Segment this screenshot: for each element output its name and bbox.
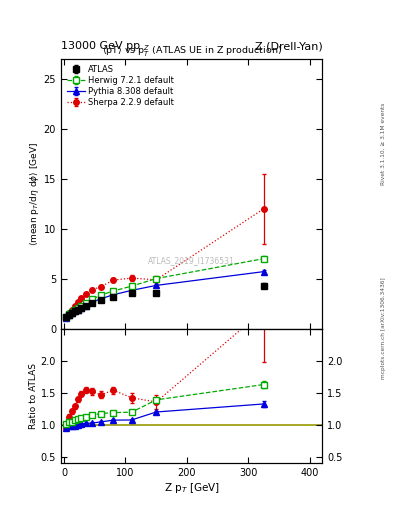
Text: 13000 GeV pp: 13000 GeV pp bbox=[61, 41, 140, 51]
Text: Rivet 3.1.10, ≥ 3.1M events: Rivet 3.1.10, ≥ 3.1M events bbox=[381, 102, 386, 184]
Y-axis label: Ratio to ATLAS: Ratio to ATLAS bbox=[29, 363, 38, 429]
Text: ATLAS_2019_I1736531: ATLAS_2019_I1736531 bbox=[148, 257, 235, 266]
Legend: ATLAS, Herwig 7.2.1 default, Pythia 8.308 default, Sherpa 2.2.9 default: ATLAS, Herwig 7.2.1 default, Pythia 8.30… bbox=[65, 63, 176, 109]
X-axis label: Z p$_T$ [GeV]: Z p$_T$ [GeV] bbox=[163, 481, 220, 495]
Title: $\langle$pT$\rangle$ vs p$_T^Z$ (ATLAS UE in Z production): $\langle$pT$\rangle$ vs p$_T^Z$ (ATLAS U… bbox=[102, 44, 281, 59]
Text: mcplots.cern.ch [arXiv:1306.3436]: mcplots.cern.ch [arXiv:1306.3436] bbox=[381, 277, 386, 378]
Y-axis label: $\langle$mean p$_T$/d$\eta$ d$\phi\rangle$ [GeV]: $\langle$mean p$_T$/d$\eta$ d$\phi\rangl… bbox=[28, 142, 41, 246]
Text: Z (Drell-Yan): Z (Drell-Yan) bbox=[255, 41, 322, 51]
